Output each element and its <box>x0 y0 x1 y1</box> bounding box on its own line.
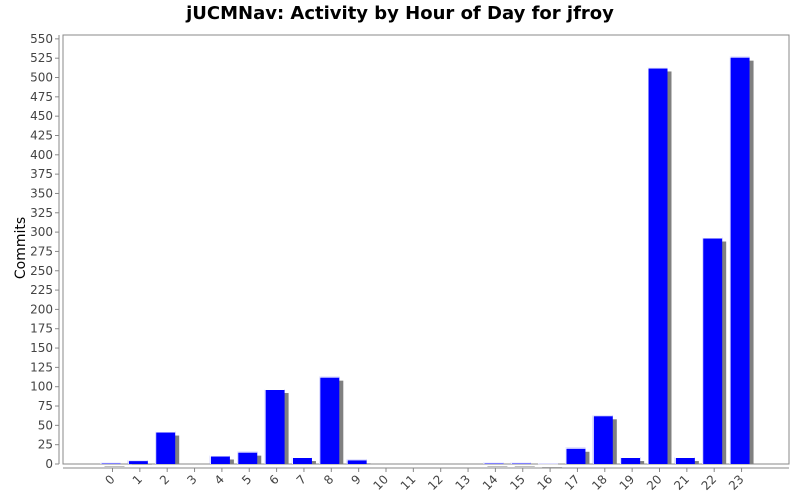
x-tick-label: 5 <box>239 472 254 487</box>
bar-shadow <box>131 464 152 465</box>
y-axis: 0 25 50 75 100 125 150 175 200 225 250 275 300 325 350… <box>30 32 60 471</box>
x-tick-label: 6 <box>266 472 281 487</box>
bar-shadow <box>542 467 563 468</box>
y-tick-label: 0 <box>45 457 53 471</box>
bar-hour-5 <box>237 451 258 464</box>
x-tick-label: 3 <box>184 472 199 487</box>
y-tick-label: 250 <box>30 264 53 278</box>
bar-hour-1 <box>127 460 148 464</box>
x-tick-label: 21 <box>671 472 692 493</box>
bar-hour-6 <box>264 389 285 464</box>
y-tick-label: 525 <box>30 51 53 65</box>
bars <box>100 56 754 468</box>
x-tick-label: 8 <box>321 472 336 487</box>
x-tick-label: 20 <box>644 472 665 493</box>
x-tick-label: 4 <box>212 472 227 487</box>
bar-hour-17 <box>565 447 586 464</box>
y-tick-label: 450 <box>30 109 53 123</box>
x-tick-label: 19 <box>617 472 638 493</box>
y-tick-label: 400 <box>30 148 53 162</box>
y-tick-label: 200 <box>30 302 53 316</box>
x-tick-label: 14 <box>480 472 501 493</box>
bar-hour-4 <box>209 455 230 464</box>
y-tick-label: 550 <box>30 32 53 46</box>
y-tick-label: 100 <box>30 380 53 394</box>
x-tick-label: 11 <box>398 472 419 493</box>
y-tick-label: 150 <box>30 341 53 355</box>
x-tick-label: 1 <box>130 472 145 487</box>
x-tick-label: 13 <box>452 472 473 493</box>
x-tick-label: 12 <box>425 472 446 493</box>
plot-area <box>62 34 790 465</box>
bar-hour-21 <box>674 457 695 464</box>
bar-shadow <box>514 466 535 467</box>
x-tick-label: 0 <box>102 472 117 487</box>
bar-hour-8 <box>319 376 340 464</box>
x-tick-label: 10 <box>370 472 391 493</box>
y-tick-label: 175 <box>30 322 53 336</box>
bar-hour-7 <box>291 457 312 464</box>
bar-hour-20 <box>647 67 668 464</box>
bar-hour-2 <box>155 431 176 464</box>
y-tick-label: 350 <box>30 186 53 200</box>
bar-hour-23 <box>729 56 750 464</box>
y-tick-label: 125 <box>30 360 53 374</box>
x-tick-label: 16 <box>535 472 556 493</box>
y-tick-label: 500 <box>30 71 53 85</box>
chart-title: jUCMNav: Activity by Hour of Day for jfr… <box>186 3 614 24</box>
y-tick-label: 50 <box>38 418 53 432</box>
y-tick-label: 225 <box>30 283 53 297</box>
bar-shadow <box>487 466 508 467</box>
x-axis: 0 1 2 3 4 5 6 7 8 9 10 11 12 13 14 15 16 17 18 19 20 21 22 23 <box>63 467 789 493</box>
x-tick-label: 7 <box>294 472 309 487</box>
bar-hour-9 <box>346 459 367 464</box>
bar-hour-19 <box>620 457 641 464</box>
x-tick-label: 18 <box>589 472 610 493</box>
y-tick-label: 425 <box>30 128 53 142</box>
x-tick-label: 17 <box>562 472 583 493</box>
y-tick-label: 75 <box>38 399 53 413</box>
x-tick-label: 15 <box>507 472 528 493</box>
y-tick-label: 325 <box>30 206 53 220</box>
x-tick-label: 2 <box>157 472 172 487</box>
bar-hour-22 <box>702 237 723 464</box>
y-tick-label: 375 <box>30 167 53 181</box>
bar-hour-18 <box>592 415 613 464</box>
x-tick-label: 23 <box>726 472 747 493</box>
y-tick-label: 300 <box>30 225 53 239</box>
x-tick-label: 9 <box>348 472 363 487</box>
y-tick-label: 25 <box>38 438 53 452</box>
x-tick-label: 22 <box>699 472 720 493</box>
bar-shadow <box>104 466 125 467</box>
y-tick-label: 275 <box>30 244 53 258</box>
y-tick-label: 475 <box>30 90 53 104</box>
